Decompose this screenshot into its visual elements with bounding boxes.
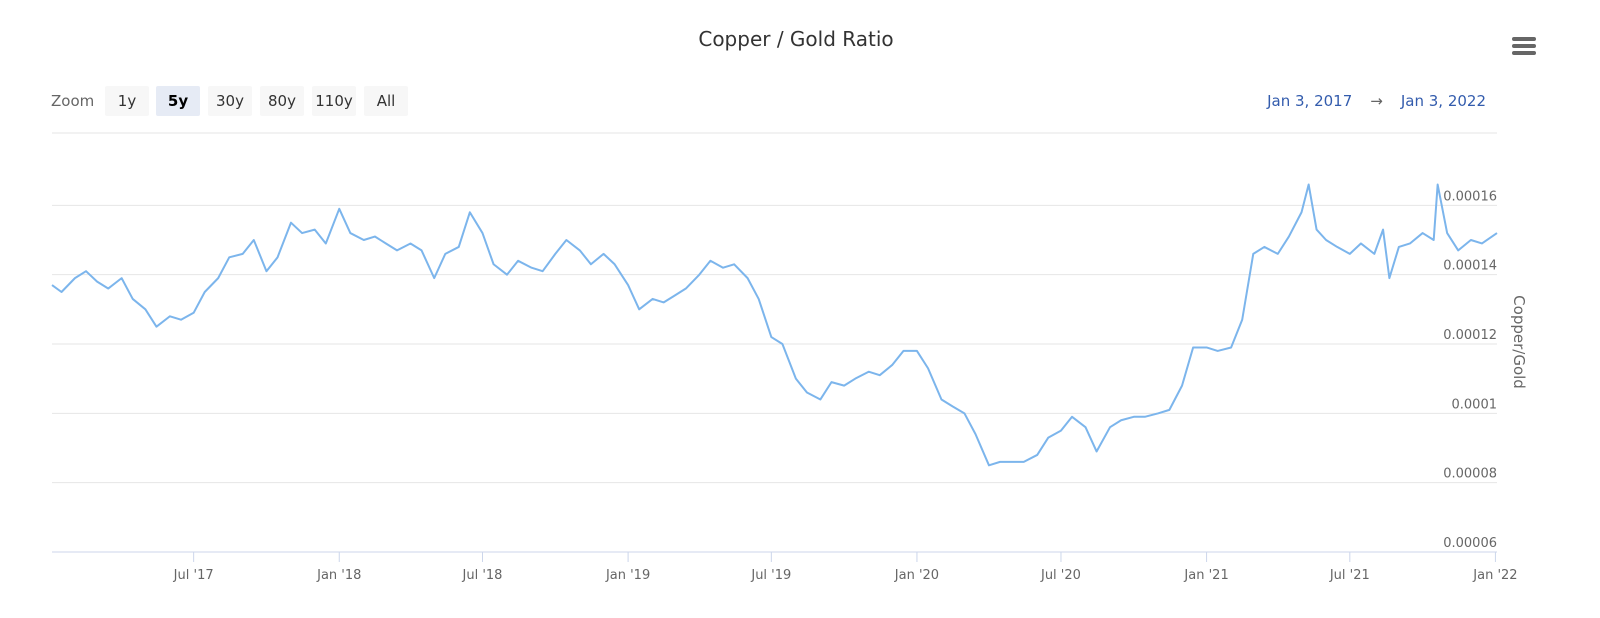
zoom-label: Zoom — [51, 92, 95, 110]
date-range: Jan 3, 2017 → Jan 3, 2022 — [1261, 86, 1492, 116]
y-tick-label: 0.00014 — [1443, 259, 1497, 274]
zoom-button[interactable]: 5y — [156, 86, 200, 116]
x-tick-label: Jul '21 — [1329, 568, 1370, 583]
y-tick-label: 0.0001 — [1452, 397, 1498, 412]
y-tick-label: 0.00012 — [1443, 328, 1497, 343]
x-tick-label: Jan '19 — [605, 568, 650, 583]
x-tick-label: Jan '22 — [1472, 568, 1517, 583]
menu-icon[interactable] — [1512, 37, 1536, 55]
x-tick-label: Jan '18 — [316, 568, 361, 583]
zoom-button[interactable]: All — [364, 86, 408, 116]
x-tick-label: Jul '19 — [750, 568, 791, 583]
y-axis-title: Copper/Gold — [1510, 295, 1528, 389]
y-tick-label: 0.00006 — [1443, 536, 1497, 551]
x-tick-label: Jul '17 — [173, 568, 214, 583]
date-to[interactable]: Jan 3, 2022 — [1400, 92, 1486, 110]
date-from[interactable]: Jan 3, 2017 — [1267, 92, 1353, 110]
data-line — [51, 183, 1498, 467]
zoom-button[interactable]: 110y — [312, 86, 356, 116]
x-tick-label: Jan '21 — [1183, 568, 1228, 583]
chart-title: Copper / Gold Ratio — [698, 27, 893, 51]
x-tick-label: Jan '20 — [894, 568, 939, 583]
zoom-button[interactable]: 1y — [105, 86, 149, 116]
date-separator: → — [1370, 92, 1383, 110]
x-tick-label: Jul '18 — [462, 568, 503, 583]
y-tick-label: 0.00008 — [1443, 467, 1497, 482]
x-tick-label: Jul '20 — [1040, 568, 1081, 583]
zoom-button[interactable]: 80y — [260, 86, 304, 116]
zoom-button[interactable]: 30y — [208, 86, 252, 116]
y-tick-label: 0.00016 — [1443, 189, 1497, 204]
